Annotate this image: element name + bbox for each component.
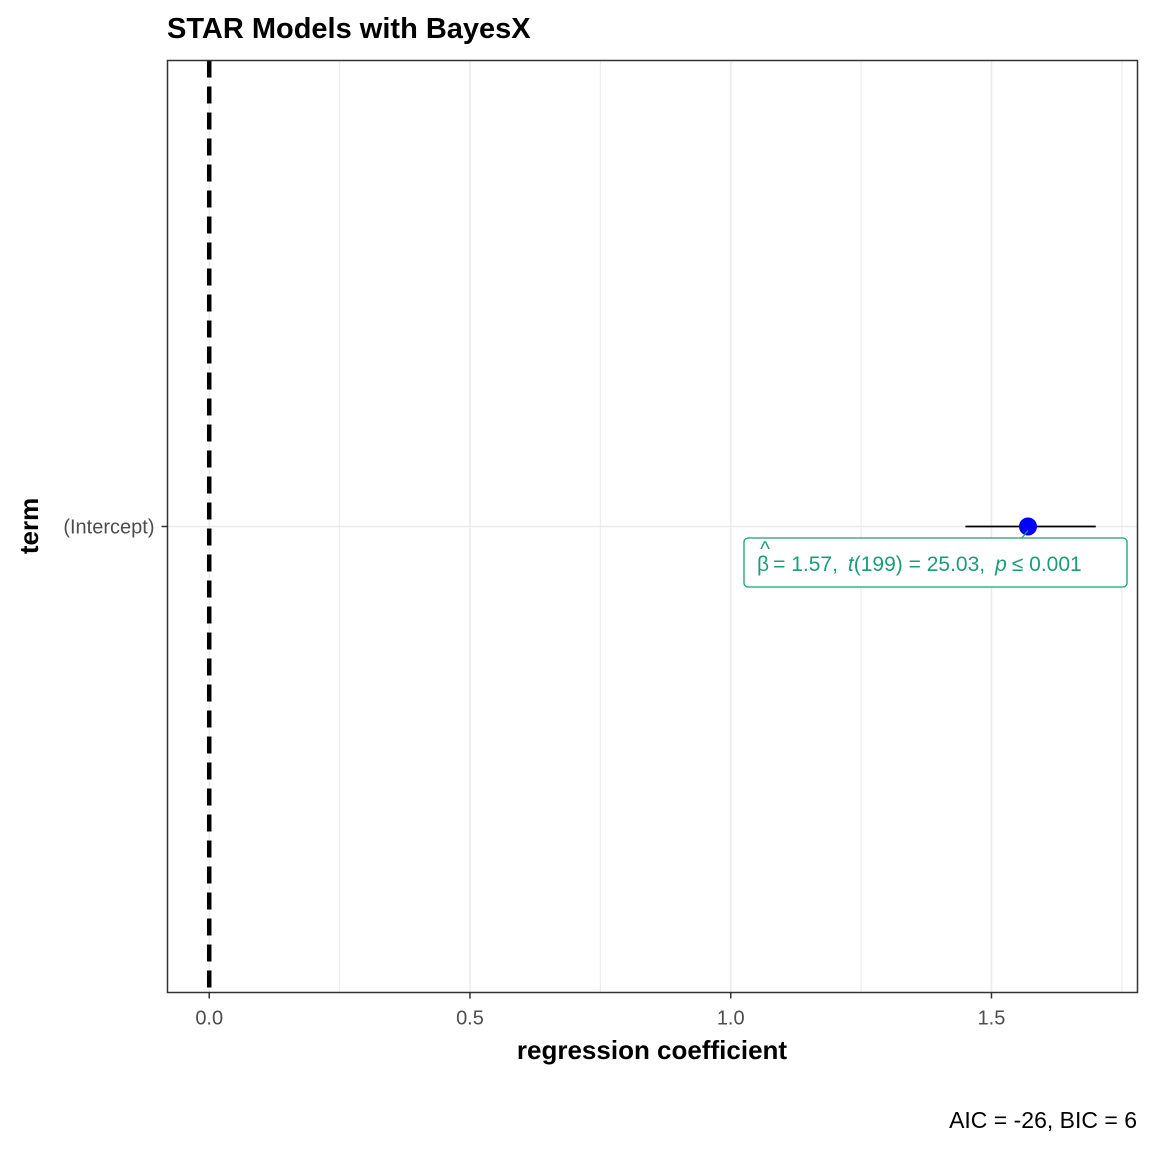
annotation-text: β = 1.57, t(199) = 25.03, p ≤ 0.001	[757, 553, 1082, 576]
estimate-annotation: ^ β = 1.57, t(199) = 25.03, p ≤ 0.001	[743, 530, 1128, 588]
y-axis-title: term	[14, 498, 44, 554]
data-marks	[965, 517, 1096, 536]
y-axis: (Intercept)	[63, 517, 168, 539]
beta-hat-accent: ^	[760, 538, 770, 561]
estimate-point	[1018, 517, 1037, 536]
t-value: (199) = 25.03,	[854, 553, 985, 576]
annotation-pointer	[1021, 530, 1029, 539]
chart-title: STAR Models with BayesX	[167, 13, 531, 45]
annotation-box	[743, 537, 1128, 588]
x-tick-label: 0.0	[195, 1008, 223, 1030]
beta-value: = 1.57,	[773, 553, 838, 576]
t-label: t	[848, 553, 855, 576]
x-axis: 0.0 0.5 1.0 1.5	[195, 992, 1006, 1030]
x-tick-label: 1.0	[717, 1008, 745, 1030]
p-value: ≤ 0.001	[1012, 553, 1082, 576]
y-tick-label: (Intercept)	[63, 517, 154, 539]
p-label: p	[994, 553, 1007, 576]
model-fit-caption: AIC = -26, BIC = 6	[949, 1107, 1137, 1133]
beta-symbol: β	[757, 553, 769, 576]
x-tick-label: 0.5	[456, 1008, 484, 1030]
x-tick-label: 1.5	[978, 1008, 1006, 1030]
x-axis-title: regression coefficient	[517, 1035, 788, 1065]
